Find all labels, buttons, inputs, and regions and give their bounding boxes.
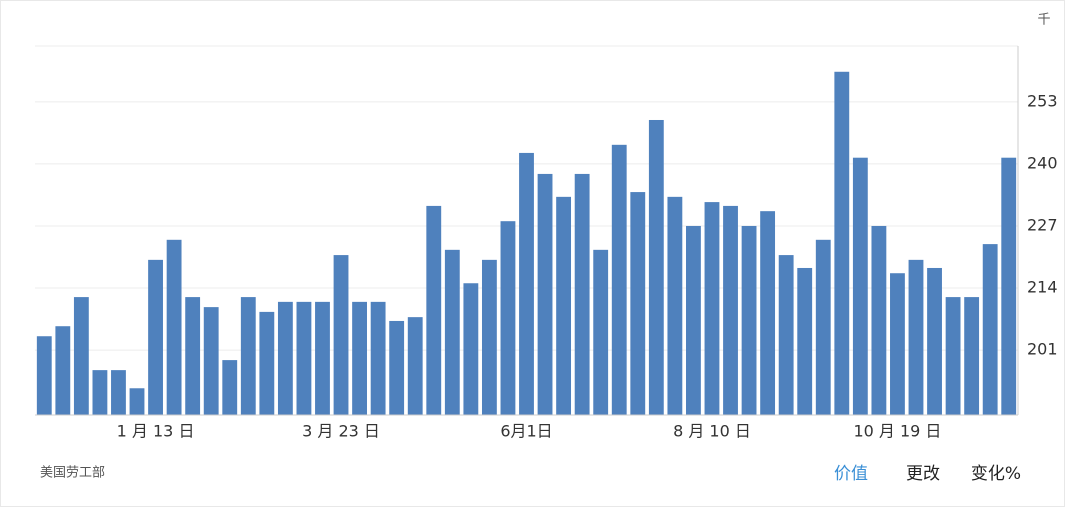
- y-tick-label: 240: [1027, 153, 1058, 172]
- bar: [500, 221, 516, 415]
- bar: [36, 336, 52, 415]
- bar: [982, 244, 998, 415]
- bar: [686, 225, 701, 415]
- bar: [1001, 157, 1017, 415]
- bar: [463, 283, 479, 415]
- bar: [203, 307, 219, 415]
- bar: [556, 196, 572, 415]
- bar: [111, 370, 126, 415]
- bar: [723, 205, 738, 415]
- unit-label: 千: [1037, 13, 1050, 28]
- bar: [519, 152, 534, 416]
- y-tick-label: 227: [1027, 215, 1058, 234]
- bar: [537, 173, 553, 415]
- bar: [630, 192, 646, 415]
- bar: [277, 301, 293, 415]
- y-tick-label: 214: [1027, 278, 1058, 297]
- x-tick-label: 6月1日: [500, 422, 552, 441]
- bar: [890, 273, 905, 415]
- bar: [797, 267, 813, 415]
- bar: [704, 202, 720, 415]
- bar: [389, 320, 405, 415]
- x-tick-label: 1 月 13 日: [117, 422, 195, 441]
- bar: [426, 205, 442, 415]
- bar: [222, 360, 238, 415]
- bar: [964, 297, 980, 415]
- tab[interactable]: 价值: [834, 464, 868, 484]
- bar: [407, 317, 423, 415]
- bar: [185, 297, 201, 415]
- bar: [240, 297, 256, 415]
- y-tick-label: 201: [1027, 340, 1058, 359]
- bar: [481, 259, 497, 415]
- bar: [370, 301, 386, 415]
- bar: [593, 249, 609, 415]
- bar: [908, 259, 924, 415]
- bar: [352, 301, 367, 415]
- bar: [315, 301, 330, 415]
- bar: [55, 326, 71, 415]
- bar: [92, 370, 108, 415]
- bar: [871, 225, 887, 415]
- bar: [778, 255, 794, 415]
- x-tick-label: 3 月 23 日: [302, 422, 380, 441]
- tab[interactable]: 更改: [906, 464, 940, 484]
- bar: [927, 267, 942, 415]
- bar: [852, 157, 868, 415]
- bar: [741, 225, 757, 415]
- bar: [834, 71, 850, 415]
- bar: [611, 144, 627, 415]
- tab[interactable]: 变化%: [971, 464, 1021, 484]
- bar: [166, 239, 182, 415]
- bar: [73, 297, 89, 415]
- bar: [760, 211, 776, 415]
- source: 美国劳工部: [40, 465, 105, 481]
- x-tick-label: 10 月 19 日: [853, 422, 941, 441]
- bar: [945, 297, 961, 415]
- bar: [129, 388, 145, 415]
- bar: [333, 255, 349, 415]
- bar: [648, 119, 664, 416]
- bar: [296, 301, 312, 415]
- bar: [574, 173, 590, 415]
- x-tick-label: 8 月 10 日: [673, 422, 751, 441]
- bar: [444, 249, 460, 415]
- bar: [148, 259, 163, 415]
- bar: [815, 239, 831, 415]
- bar: [259, 311, 275, 415]
- y-tick-label: 253: [1027, 91, 1058, 110]
- bar: [667, 196, 683, 415]
